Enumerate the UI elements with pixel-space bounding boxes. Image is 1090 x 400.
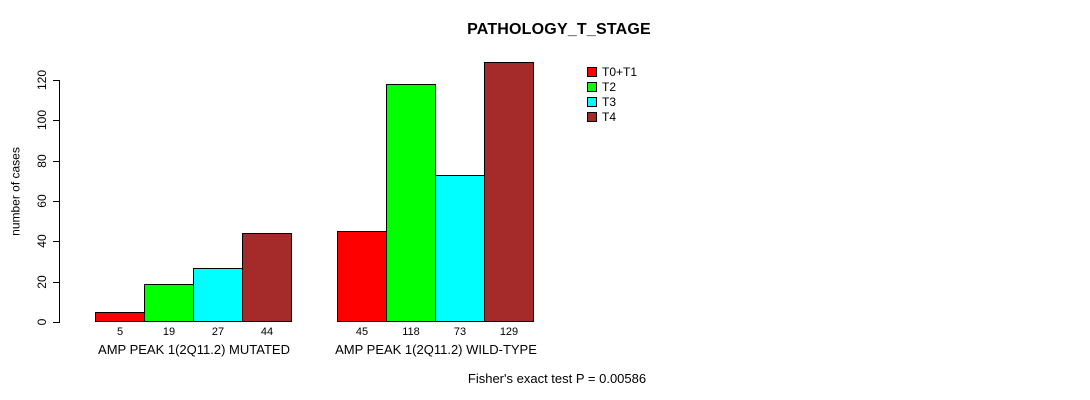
bar-t4-group2 xyxy=(484,62,534,322)
bar-t4-group1 xyxy=(242,233,292,322)
bar-t0-t1-group1 xyxy=(95,312,145,322)
bar-value-label: 27 xyxy=(211,326,225,338)
legend-label: T0+T1 xyxy=(602,64,638,79)
bar-value-label: 19 xyxy=(162,326,176,338)
y-tick-label: 0 xyxy=(35,318,49,326)
bar-t2-group1 xyxy=(144,284,194,322)
legend-item: T4 xyxy=(587,109,637,124)
group-label: AMP PEAK 1(2Q11.2) MUTATED xyxy=(98,342,290,357)
legend-item: T2 xyxy=(587,79,637,94)
bar-value-label: 118 xyxy=(402,326,420,338)
y-tick-label: 100 xyxy=(35,109,49,131)
y-axis-line xyxy=(59,80,60,323)
legend-swatch xyxy=(587,66,597,77)
legend-item: T3 xyxy=(587,94,637,109)
legend-item: T0+T1 xyxy=(587,64,637,79)
y-axis-label: number of cases xyxy=(8,147,23,236)
y-tick-mark xyxy=(53,322,59,323)
group-label: AMP PEAK 1(2Q11.2) WILD-TYPE xyxy=(335,342,537,357)
legend-swatch xyxy=(587,81,597,92)
bar-value-label: 5 xyxy=(116,326,124,338)
legend: T0+T1 T2 T3 T4 xyxy=(587,64,637,124)
legend-swatch xyxy=(587,111,597,122)
fisher-test-annotation: Fisher's exact test P = 0.00586 xyxy=(467,371,647,386)
y-tick-label: 20 xyxy=(35,275,49,289)
y-tick-label: 60 xyxy=(35,194,49,208)
bar-t0-t1-group2 xyxy=(337,231,387,322)
bar-t3-group1 xyxy=(193,268,243,322)
bar-value-label: 45 xyxy=(355,326,369,338)
y-tick-mark xyxy=(53,201,59,202)
legend-label: T3 xyxy=(602,94,617,109)
y-tick-label: 80 xyxy=(35,154,49,168)
bar-value-label: 44 xyxy=(260,326,274,338)
bar-t3-group2 xyxy=(435,175,485,322)
y-tick-label: 40 xyxy=(35,234,49,248)
bar-t2-group2 xyxy=(386,84,436,322)
bar-value-label: 129 xyxy=(499,326,519,338)
y-tick-mark xyxy=(53,120,59,121)
legend-label: T4 xyxy=(602,109,617,124)
y-tick-mark xyxy=(53,161,59,162)
y-tick-mark xyxy=(53,282,59,283)
chart-title: PATHOLOGY_T_STAGE xyxy=(467,21,651,38)
legend-swatch xyxy=(587,96,597,107)
y-tick-mark xyxy=(53,80,59,81)
y-tick-mark xyxy=(53,241,59,242)
y-tick-label: 120 xyxy=(35,69,49,91)
bar-value-label: 73 xyxy=(453,326,467,338)
legend-label: T2 xyxy=(602,79,617,94)
